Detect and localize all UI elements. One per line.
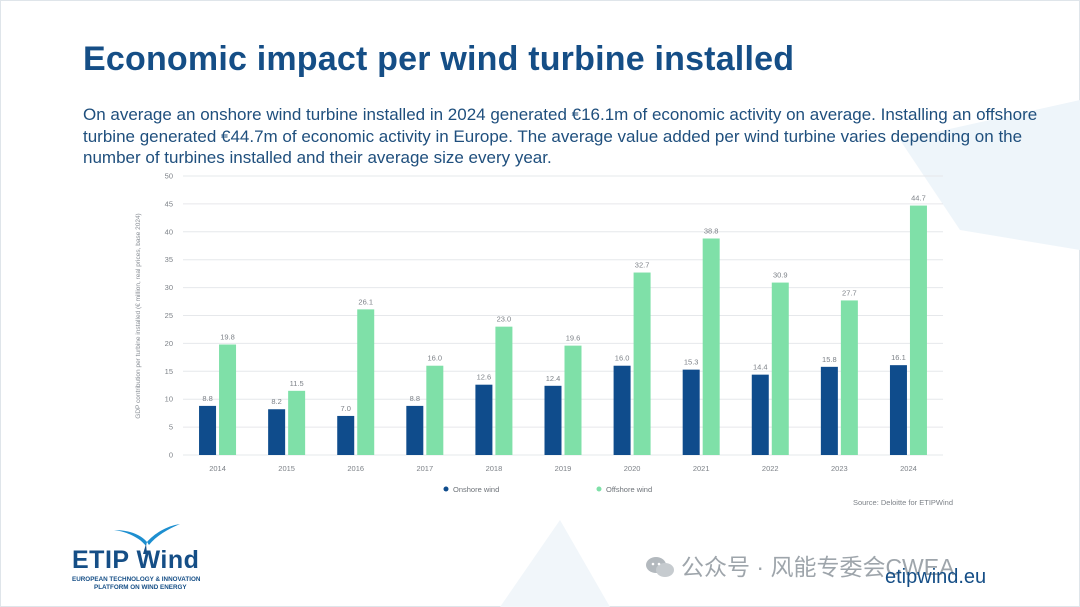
wechat-icon (646, 557, 674, 577)
y-tick-label: 5 (169, 423, 173, 432)
page-title: Economic impact per wind turbine install… (83, 40, 795, 78)
etip-wind-logo: ETIP Wind EUROPEAN TECHNOLOGY & INNOVATI… (70, 522, 230, 594)
offshore-data-label: 38.8 (704, 226, 719, 235)
offshore-bar (219, 344, 237, 455)
y-tick-label: 50 (165, 172, 173, 181)
offshore-data-label: 30.9 (773, 271, 788, 280)
data-labels: 8.8 19.8 8.2 11.5 7.0 26.1 8.8 16.0 12.6 23.0 12.4… (202, 194, 925, 413)
legend-offshore-label: Offshore wind (606, 485, 652, 494)
x-tick-label: 2023 (831, 464, 848, 473)
onshore-data-label: 16.0 (615, 354, 630, 363)
y-tick-label: 15 (165, 367, 173, 376)
page-subtitle: On average an onshore wind turbine insta… (83, 105, 1038, 167)
offshore-bar (495, 326, 513, 455)
onshore-data-label: 12.6 (477, 373, 492, 382)
logo-tagline-line2: PLATFORM ON WIND ENERGY (94, 584, 187, 591)
onshore-data-label: 15.8 (822, 355, 837, 364)
offshore-data-label: 19.8 (220, 333, 235, 342)
x-tick-label: 2017 (416, 464, 433, 473)
wind-turbine-icon (114, 524, 180, 554)
wechat-watermark: 公众号 · 风能专委会CWEA (645, 548, 954, 582)
y-tick-label: 45 (165, 199, 173, 208)
onshore-data-label: 12.4 (546, 374, 561, 383)
offshore-bar (357, 309, 375, 455)
logo-tagline-line1: EUROPEAN TECHNOLOGY & INNOVATION (72, 576, 201, 583)
offshore-data-label: 23.0 (497, 315, 512, 324)
x-tick-label: 2016 (347, 464, 364, 473)
x-tick-label: 2015 (278, 464, 295, 473)
offshore-bar (840, 300, 858, 455)
onshore-bar (889, 365, 907, 455)
offshore-bar (426, 365, 444, 455)
offshore-bar (288, 390, 306, 455)
onshore-data-label: 14.4 (753, 363, 768, 372)
legend-onshore-label: Onshore wind (453, 485, 499, 494)
offshore-data-label: 32.7 (635, 261, 650, 270)
offshore-data-label: 27.7 (842, 288, 857, 297)
offshore-data-label: 26.1 (358, 297, 373, 306)
onshore-bar (268, 409, 286, 455)
onshore-data-label: 8.2 (271, 397, 281, 406)
x-tick-label: 2018 (486, 464, 503, 473)
offshore-bar (702, 238, 720, 455)
offshore-bar (771, 282, 789, 455)
offshore-bar (633, 272, 651, 455)
y-axis-label: GDP contribution per turbine installed (… (135, 213, 142, 418)
onshore-data-label: 8.8 (410, 394, 420, 403)
logo-wordmark: ETIP Wind (72, 546, 200, 574)
legend-offshore-marker (596, 486, 602, 492)
onshore-bar (820, 366, 838, 455)
x-tick-label: 2022 (762, 464, 779, 473)
y-tick-label: 25 (165, 311, 173, 320)
x-tick-label: 2024 (900, 464, 917, 473)
onshore-bar (682, 369, 700, 455)
y-tick-label: 30 (165, 283, 173, 292)
onshore-bar (337, 415, 355, 455)
gridlines (183, 175, 943, 456)
bars (199, 205, 927, 455)
onshore-data-label: 15.3 (684, 358, 699, 367)
onshore-bar (751, 374, 769, 455)
y-axis-ticks: 0 5 10 15 20 25 30 35 40 45 50 (165, 172, 173, 460)
watermark-text: 公众号 · 风能专委会CWEA (681, 554, 955, 580)
onshore-bar (544, 385, 562, 455)
chart-source: Source: Deloitte for ETIPWind (853, 498, 953, 507)
onshore-data-label: 16.1 (891, 353, 906, 362)
x-axis-ticks: 2014 2015 2016 2017 2018 2019 2020 2021 2022 2023… (209, 464, 917, 473)
x-tick-label: 2021 (693, 464, 710, 473)
y-tick-label: 40 (165, 227, 173, 236)
x-tick-label: 2019 (555, 464, 572, 473)
y-tick-label: 0 (169, 451, 173, 460)
onshore-bar (613, 365, 631, 455)
offshore-data-label: 11.5 (290, 379, 304, 388)
y-tick-label: 10 (165, 395, 173, 404)
offshore-data-label: 19.6 (566, 334, 581, 343)
y-tick-label: 20 (165, 339, 173, 348)
onshore-data-label: 8.8 (202, 394, 212, 403)
legend: Onshore wind Offshore wind (443, 485, 652, 494)
website-link[interactable]: etipwind.eu (885, 566, 987, 588)
onshore-bar (406, 405, 424, 455)
offshore-data-label: 44.7 (911, 194, 926, 203)
offshore-bar (909, 205, 927, 455)
y-tick-label: 35 (165, 255, 173, 264)
x-tick-label: 2014 (209, 464, 226, 473)
bar-chart: 0 5 10 15 20 25 30 35 40 45 50 GDP contribution pe… (135, 172, 953, 508)
offshore-data-label: 16.0 (428, 354, 443, 363)
onshore-data-label: 7.0 (341, 404, 351, 413)
onshore-bar (475, 384, 493, 455)
legend-onshore-marker (443, 486, 449, 492)
x-tick-label: 2020 (624, 464, 641, 473)
onshore-bar (199, 405, 217, 455)
offshore-bar (564, 345, 582, 455)
